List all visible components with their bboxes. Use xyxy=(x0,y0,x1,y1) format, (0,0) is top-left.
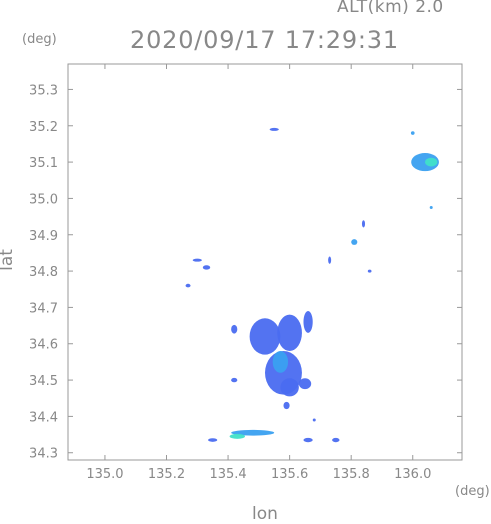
y-tick-label: 34.3 xyxy=(29,447,58,462)
radar-echo xyxy=(208,438,218,442)
radar-echo xyxy=(298,378,312,390)
radar-echo xyxy=(312,418,316,422)
radar-echo xyxy=(231,377,238,383)
y-tick-label: 34.6 xyxy=(29,338,58,353)
y-tick-label: 35.1 xyxy=(29,156,58,171)
radar-echo xyxy=(185,283,191,288)
radar-echo xyxy=(269,127,279,131)
y-tick-label: 34.8 xyxy=(29,265,58,280)
x-tick-label: 135.6 xyxy=(271,467,308,482)
x-axis-unit: (deg) xyxy=(455,484,490,499)
x-tick-label: 135.0 xyxy=(86,467,123,482)
radar-echo xyxy=(283,401,290,410)
radar-echo xyxy=(328,256,332,264)
radar-echo xyxy=(192,258,202,262)
tick-layer: 135.0 135.2 135.4 135.6 135.8 136.0 34.3 34.4 34… xyxy=(29,64,462,482)
radar-echo xyxy=(361,220,366,228)
radar-echo xyxy=(231,429,275,436)
radar-echo xyxy=(202,265,211,270)
x-axis-label: lon xyxy=(252,504,278,524)
radar-echo xyxy=(332,437,340,443)
plot-frame xyxy=(67,63,463,461)
radar-echo xyxy=(229,433,245,439)
radar-echo xyxy=(425,157,438,167)
y-tick-label: 35.0 xyxy=(29,192,58,207)
radar-echo xyxy=(367,269,372,273)
radar-echo xyxy=(429,206,433,210)
radar-echo xyxy=(280,378,299,397)
x-tick-label: 135.8 xyxy=(333,467,370,482)
radar-echo xyxy=(277,314,302,352)
timestamp-title: 2020/09/17 17:29:31 xyxy=(130,26,399,54)
radar-echo xyxy=(303,311,313,333)
y-tick-label: 34.4 xyxy=(29,410,58,425)
x-tick-label: 135.4 xyxy=(209,467,246,482)
y-tick-label: 34.9 xyxy=(29,229,58,244)
altitude-label: ALT(km) 2.0 xyxy=(337,0,444,17)
y-tick-label: 34.5 xyxy=(29,374,58,389)
radar-echo xyxy=(303,437,313,443)
echo-layer xyxy=(185,127,439,443)
radar-echo xyxy=(272,351,289,373)
radar-echo xyxy=(249,318,281,355)
radar-echo xyxy=(351,239,358,245)
radar-echo xyxy=(231,324,238,334)
radar-echo xyxy=(410,131,415,135)
x-tick-label: 135.2 xyxy=(148,467,185,482)
y-axis-unit: (deg) xyxy=(22,32,57,47)
y-tick-label: 35.2 xyxy=(29,120,58,135)
y-tick-label: 34.7 xyxy=(29,301,58,316)
y-tick-label: 35.3 xyxy=(29,83,58,98)
x-tick-label: 136.0 xyxy=(394,467,431,482)
